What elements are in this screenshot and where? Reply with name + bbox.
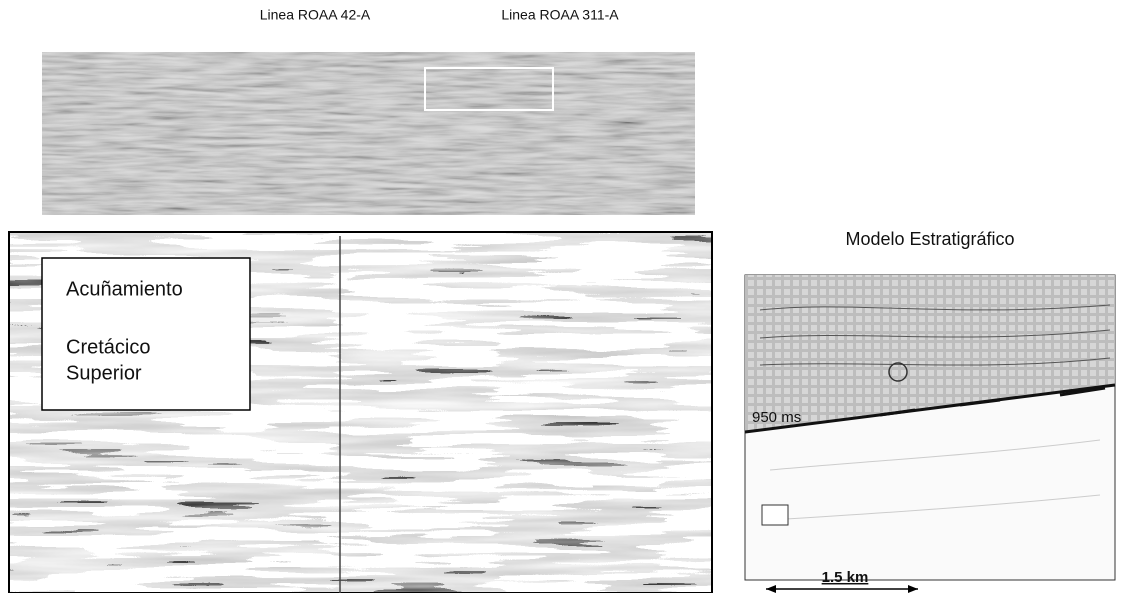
line-label: Linea ROAA 311-A: [501, 7, 619, 23]
model-lower-lines: [769, 439, 1101, 521]
seismic-overview: [42, 52, 695, 215]
scale-label: 1.5 km: [822, 569, 869, 586]
scale-arrow: [766, 585, 776, 593]
time-label: 950 ms: [752, 409, 801, 426]
model-marker: [888, 362, 908, 382]
annotation-text: Acuñamiento: [66, 278, 183, 300]
annotation-text: Superior: [66, 362, 142, 384]
model-inset: [761, 504, 789, 526]
scale-arrow: [908, 585, 918, 593]
annotation-text: Cretácico: [66, 336, 150, 358]
zoom-box: [424, 67, 554, 111]
overview-shade: [42, 52, 695, 215]
line-label: Linea ROAA 42-A: [260, 7, 371, 23]
annotation-box: [41, 257, 251, 411]
model-upper-unit: [745, 275, 1115, 432]
model-arrows: [879, 386, 1106, 417]
model-unconformity: [744, 383, 1116, 434]
model-title: Modelo Estratigráfico: [845, 229, 1014, 249]
model-horizon: [759, 304, 1111, 366]
section-frame: [8, 231, 713, 593]
